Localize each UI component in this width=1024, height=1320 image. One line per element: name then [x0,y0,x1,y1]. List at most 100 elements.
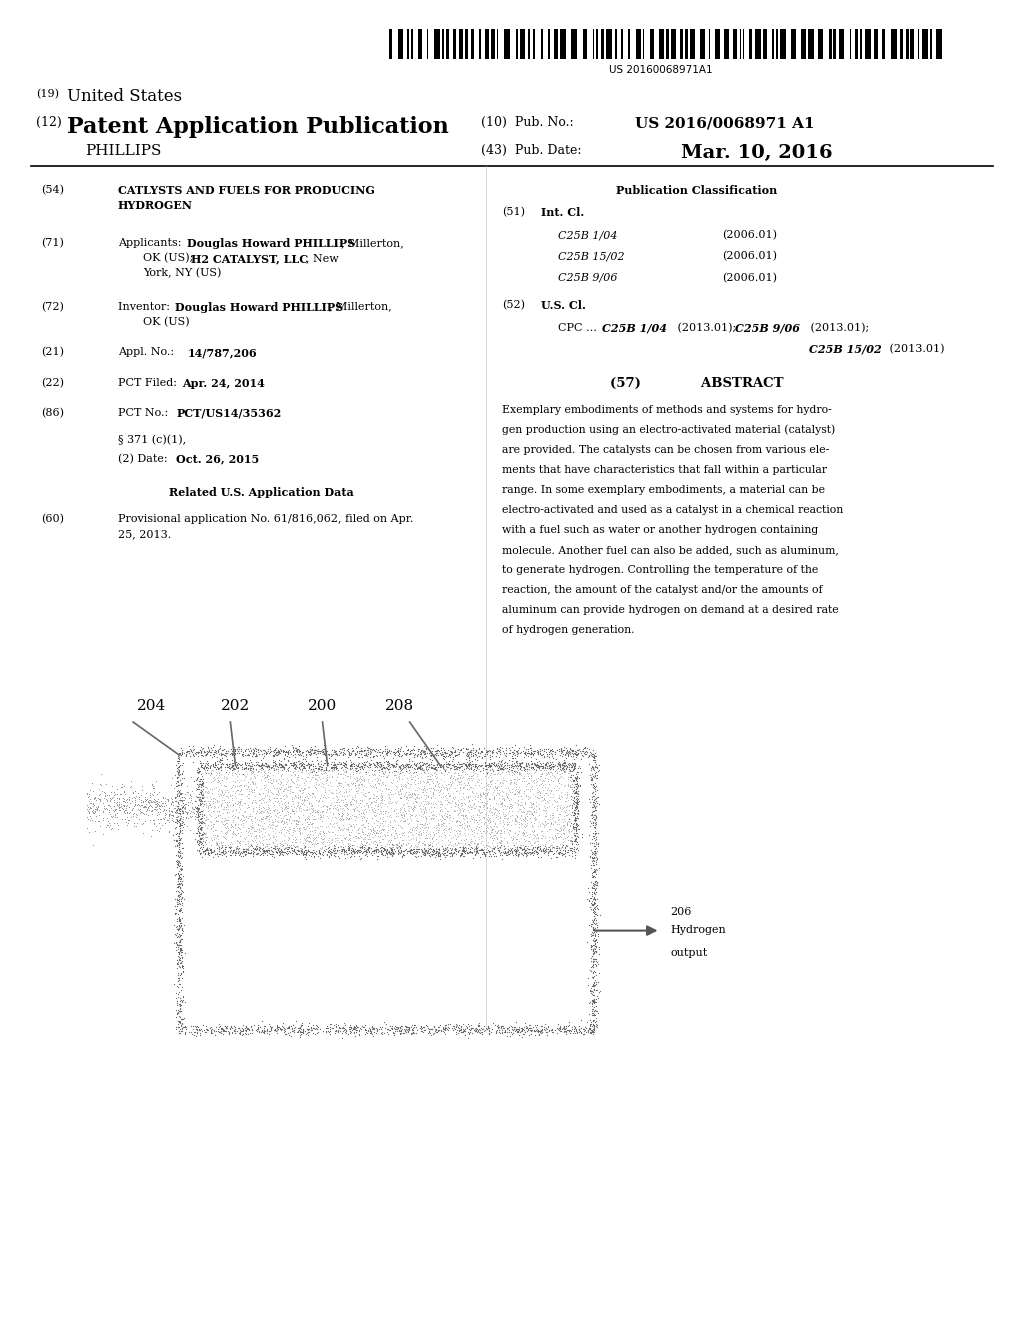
Point [462,741,478,762]
Point [338,754,354,775]
Point [171,994,187,1015]
Point [170,825,186,846]
Point [397,809,414,830]
Point [591,858,607,879]
Point [455,846,471,867]
Point [311,755,328,776]
Point [502,781,518,803]
Point [413,763,429,784]
Point [354,789,371,810]
Point [266,741,283,762]
Point [263,741,280,762]
Point [194,810,210,832]
Point [563,774,580,795]
Text: HYDROGEN: HYDROGEN [118,199,193,211]
Point [368,785,384,807]
Point [441,818,458,840]
Point [298,849,314,870]
Point [248,755,264,776]
Point [290,1016,306,1038]
Point [202,742,218,763]
Point [588,814,604,836]
Point [516,1024,532,1045]
Point [199,808,215,829]
Point [254,752,270,774]
Point [358,751,375,772]
Point [206,777,222,799]
Point [519,760,536,781]
Point [414,746,430,767]
Point [172,841,188,862]
Point [329,756,345,777]
Point [200,737,216,758]
Point [513,752,529,774]
Point [381,754,397,775]
Point [251,784,267,805]
Point [560,768,577,789]
Point [360,788,377,809]
Point [470,807,486,828]
Point [560,766,577,787]
Point [431,741,447,762]
Point [565,743,582,764]
Point [229,758,246,779]
Point [569,743,586,764]
Point [270,742,287,763]
Point [224,780,241,801]
Point [205,743,221,764]
Point [555,759,571,780]
Point [366,763,382,784]
Point [412,813,428,834]
Point [239,805,255,826]
Point [372,742,388,763]
Point [419,842,435,863]
Point [172,912,188,933]
Point [317,841,334,862]
Point [483,840,500,861]
Point [305,759,322,780]
Point [173,775,189,796]
Point [514,822,530,843]
Text: York, NY (US): York, NY (US) [143,268,222,279]
Point [449,1022,465,1043]
Point [395,804,412,825]
Point [254,787,270,808]
Point [335,754,351,775]
Point [295,756,311,777]
Point [293,1024,309,1045]
Point [253,792,269,813]
Point [561,775,578,796]
Point [493,754,509,775]
Point [396,810,413,832]
Point [290,836,306,857]
Point [553,766,569,787]
Point [499,1018,515,1039]
Point [219,821,236,842]
Point [584,743,600,764]
Point [238,755,254,776]
Point [198,840,214,861]
Point [254,754,270,775]
Point [340,821,356,842]
Point [454,759,470,780]
Point [560,742,577,763]
Point [444,838,461,859]
Point [431,826,447,847]
Point [516,742,532,763]
Point [543,813,559,834]
Point [347,797,364,818]
Point [241,821,257,842]
Point [537,788,553,809]
Point [456,752,472,774]
Point [301,825,317,846]
Point [181,746,198,767]
Point [519,772,536,793]
Point [588,936,604,957]
Point [243,779,259,800]
Point [224,758,241,779]
Point [399,767,416,788]
Point [383,840,399,861]
Point [364,1016,380,1038]
Point [362,842,379,863]
Point [569,772,586,793]
